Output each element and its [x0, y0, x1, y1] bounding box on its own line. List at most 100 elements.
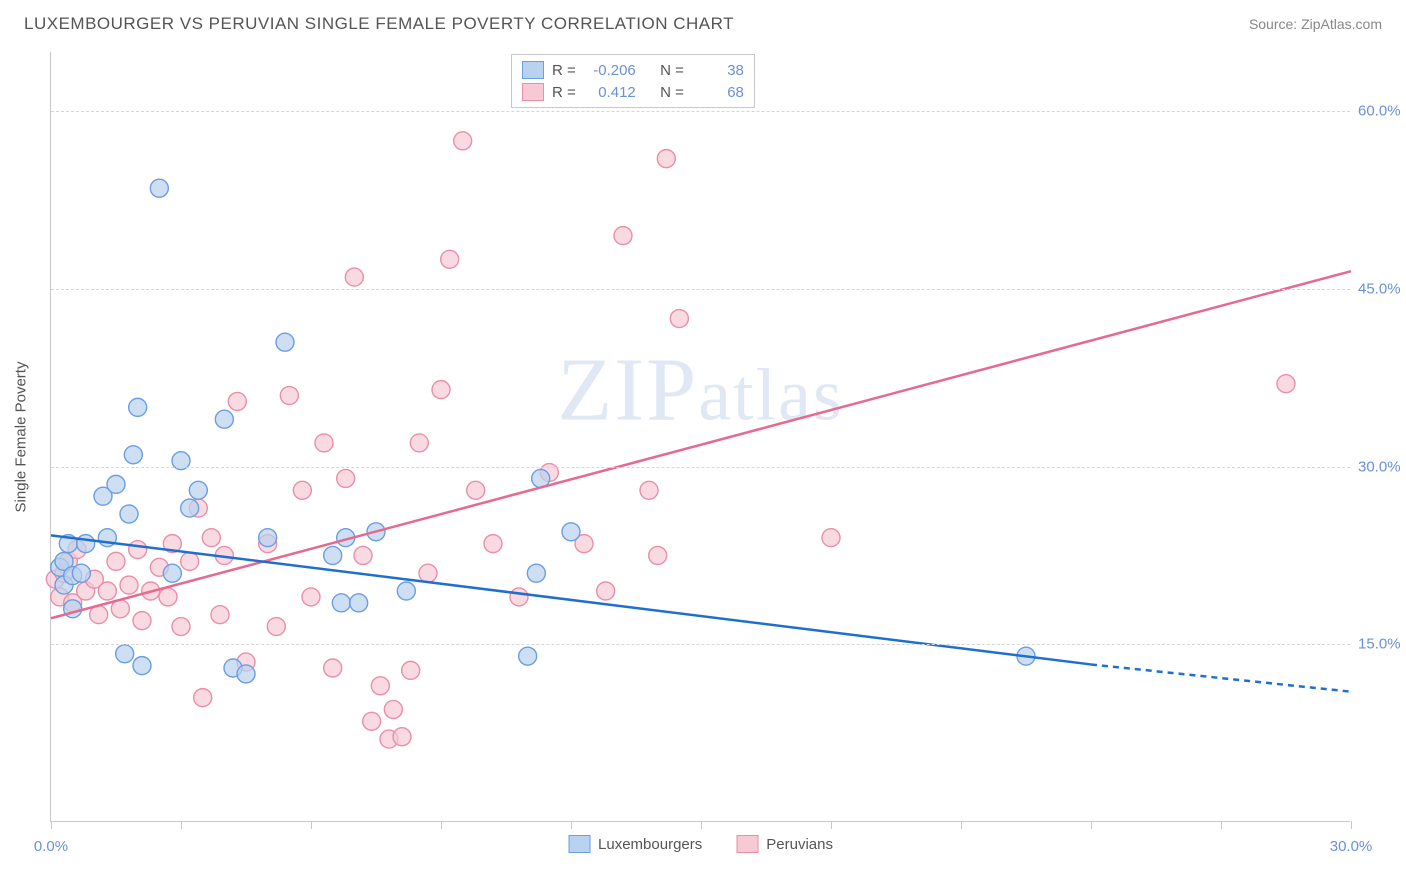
plot-area: Single Female Poverty ZIPatlas R = -0.20… — [50, 52, 1350, 822]
data-point-per — [402, 661, 420, 679]
data-point-lux — [237, 665, 255, 683]
x-tick — [571, 821, 572, 829]
series-label-luxembourgers: Luxembourgers — [598, 836, 702, 853]
data-point-lux — [150, 179, 168, 197]
y-axis-title: Single Female Poverty — [13, 361, 30, 512]
chart-container: Single Female Poverty ZIPatlas R = -0.20… — [0, 44, 1406, 876]
data-point-lux — [562, 523, 580, 541]
data-point-per — [384, 700, 402, 718]
x-tick-label: 30.0% — [1330, 838, 1373, 855]
data-point-lux — [120, 505, 138, 523]
data-point-per — [181, 552, 199, 570]
data-point-lux — [133, 657, 151, 675]
n-value-peruvians: 68 — [692, 84, 744, 101]
data-point-per — [393, 728, 411, 746]
data-point-lux — [276, 333, 294, 351]
data-point-per — [280, 387, 298, 405]
data-point-per — [822, 529, 840, 547]
gridline — [51, 289, 1350, 290]
legend-swatch-peruvians — [522, 83, 544, 101]
data-point-per — [267, 618, 285, 636]
data-point-lux — [129, 398, 147, 416]
legend-row-luxembourgers: R = -0.206 N = 38 — [522, 59, 744, 81]
data-point-per — [510, 588, 528, 606]
data-point-lux — [259, 529, 277, 547]
r-value-luxembourgers: -0.206 — [584, 62, 636, 79]
data-point-per — [337, 469, 355, 487]
data-point-per — [410, 434, 428, 452]
data-point-per — [293, 481, 311, 499]
data-point-per — [657, 150, 675, 168]
data-point-per — [670, 310, 688, 328]
data-point-per — [467, 481, 485, 499]
y-tick-label: 45.0% — [1358, 280, 1406, 297]
correlation-legend: R = -0.206 N = 38 R = 0.412 N = 68 — [511, 54, 755, 108]
data-point-per — [98, 582, 116, 600]
data-point-per — [371, 677, 389, 695]
y-tick-label: 30.0% — [1358, 458, 1406, 475]
data-point-per — [211, 606, 229, 624]
series-swatch-luxembourgers — [568, 835, 590, 853]
data-point-lux — [324, 546, 342, 564]
legend-swatch-luxembourgers — [522, 61, 544, 79]
n-value-luxembourgers: 38 — [692, 62, 744, 79]
data-point-lux — [77, 535, 95, 553]
data-point-per — [1277, 375, 1295, 393]
x-tick — [1351, 821, 1352, 829]
x-tick — [961, 821, 962, 829]
data-point-lux — [397, 582, 415, 600]
data-point-per — [614, 227, 632, 245]
x-tick — [1091, 821, 1092, 829]
gridline — [51, 467, 1350, 468]
series-legend: Luxembourgers Peruvians — [568, 835, 833, 853]
series-swatch-peruvians — [736, 835, 758, 853]
data-point-lux — [527, 564, 545, 582]
x-tick — [181, 821, 182, 829]
data-point-per — [202, 529, 220, 547]
data-point-lux — [163, 564, 181, 582]
data-point-per — [324, 659, 342, 677]
gridline — [51, 111, 1350, 112]
y-tick-label: 15.0% — [1358, 636, 1406, 653]
data-point-per — [194, 689, 212, 707]
data-point-lux — [72, 564, 90, 582]
data-point-per — [172, 618, 190, 636]
data-point-per — [419, 564, 437, 582]
x-tick — [311, 821, 312, 829]
gridline — [51, 644, 1350, 645]
data-point-per — [597, 582, 615, 600]
x-tick — [831, 821, 832, 829]
legend-row-peruvians: R = 0.412 N = 68 — [522, 81, 744, 103]
data-point-lux — [332, 594, 350, 612]
data-point-per — [432, 381, 450, 399]
data-point-per — [133, 612, 151, 630]
series-label-peruvians: Peruvians — [766, 836, 833, 853]
data-point-lux — [215, 410, 233, 428]
data-point-per — [129, 541, 147, 559]
x-tick — [51, 821, 52, 829]
scatter-svg — [51, 52, 1350, 821]
data-point-per — [441, 250, 459, 268]
data-point-per — [640, 481, 658, 499]
data-point-lux — [124, 446, 142, 464]
data-point-lux — [181, 499, 199, 517]
data-point-per — [454, 132, 472, 150]
x-tick — [441, 821, 442, 829]
r-value-peruvians: 0.412 — [584, 84, 636, 101]
data-point-per — [228, 392, 246, 410]
data-point-lux — [116, 645, 134, 663]
source-label: Source: ZipAtlas.com — [1249, 16, 1382, 32]
data-point-lux — [519, 647, 537, 665]
data-point-per — [649, 546, 667, 564]
data-point-per — [345, 268, 363, 286]
y-tick-label: 60.0% — [1358, 103, 1406, 120]
data-point-per — [120, 576, 138, 594]
x-tick-label: 0.0% — [34, 838, 68, 855]
data-point-lux — [107, 475, 125, 493]
series-legend-luxembourgers: Luxembourgers — [568, 835, 702, 853]
data-point-lux — [189, 481, 207, 499]
data-point-per — [107, 552, 125, 570]
chart-title: LUXEMBOURGER VS PERUVIAN SINGLE FEMALE P… — [24, 14, 734, 34]
data-point-per — [159, 588, 177, 606]
data-point-per — [354, 546, 372, 564]
